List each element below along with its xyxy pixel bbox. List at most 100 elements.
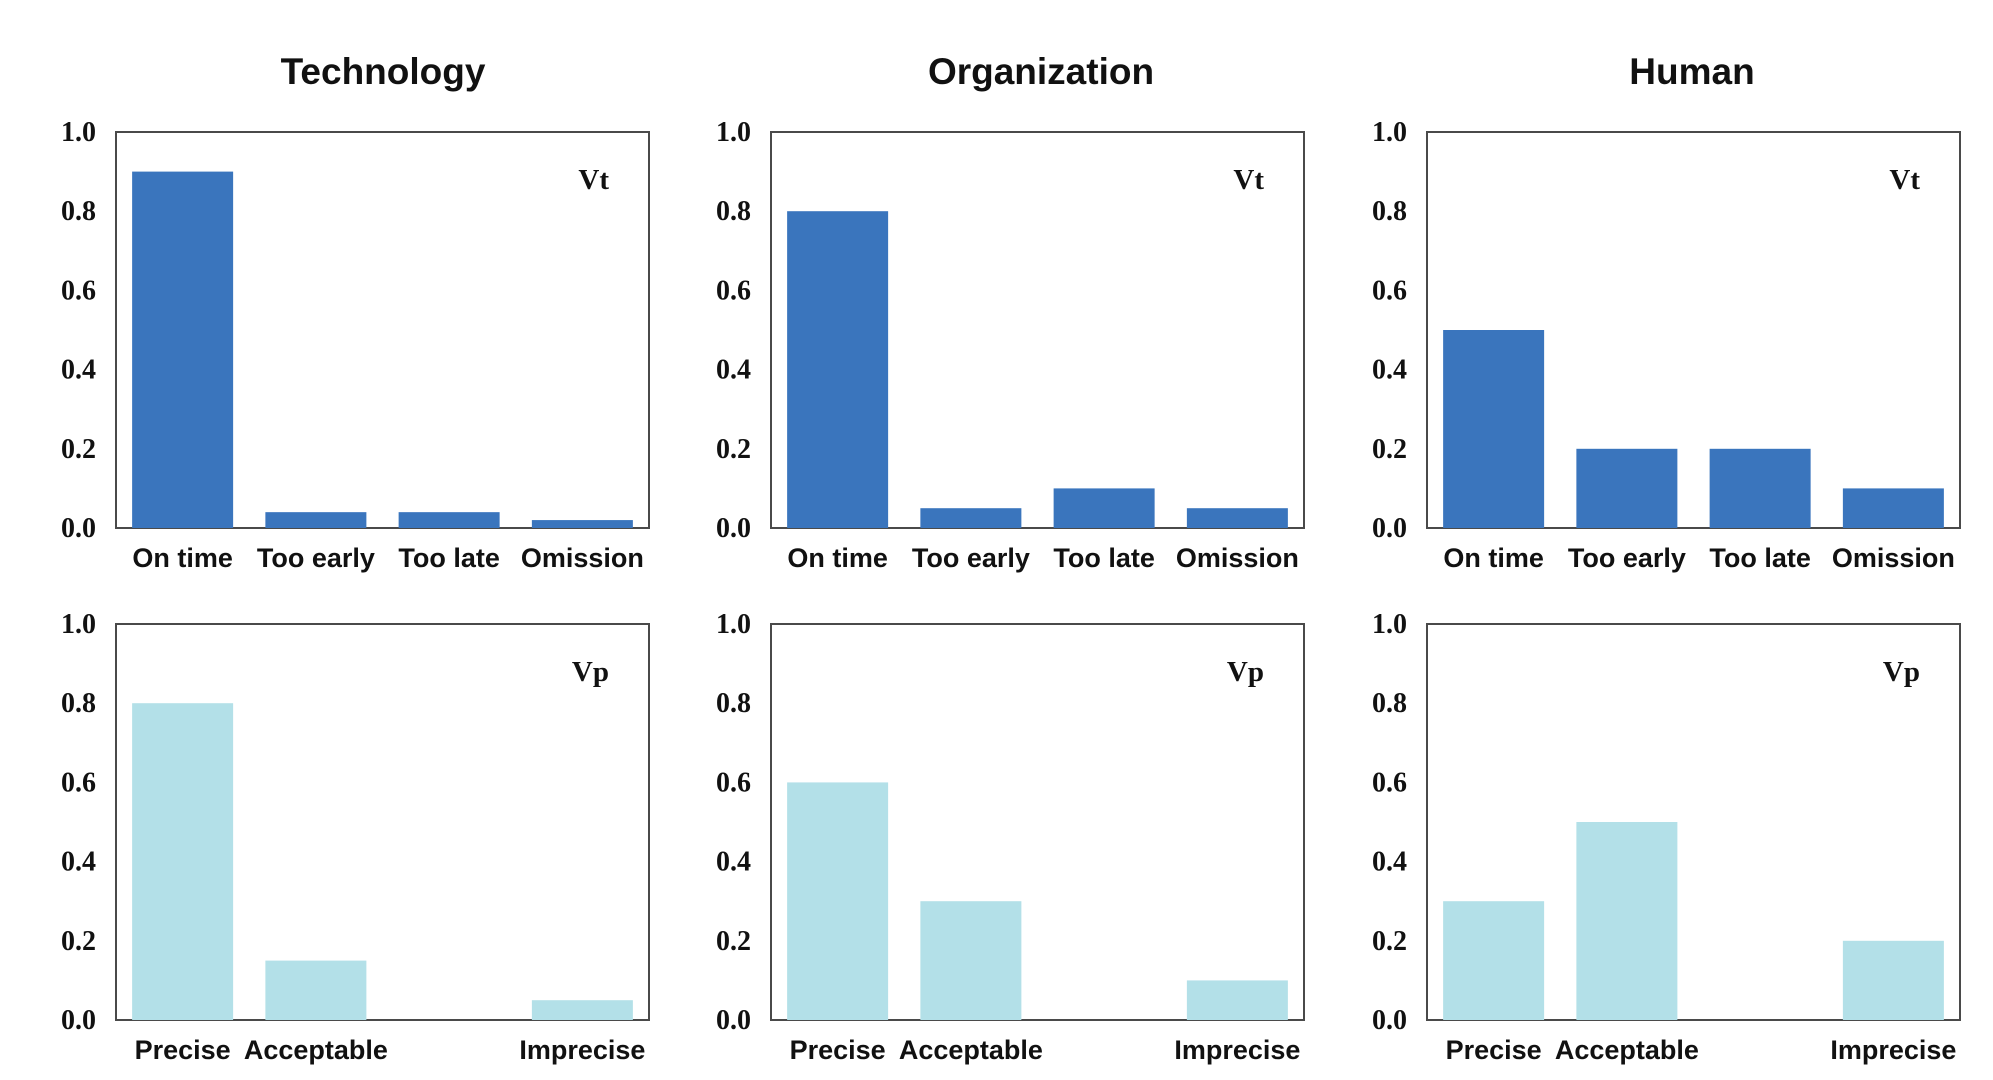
chart-organization-vt-y-tick-label: 0.6: [716, 275, 751, 306]
chart-human-vt-plot-frame: [1426, 131, 1961, 529]
panels: 0.0 0.2 0.4 0.6 0.8 1.0 On time Too early Too la…: [61, 117, 1961, 1065]
chart-technology-vt-panel-label: Vt: [578, 164, 609, 196]
chart-organization-vt-y-tick-label: 1.0: [716, 117, 751, 148]
chart-human-vp-bar-imprecise: [1842, 940, 1944, 1020]
chart-human-vt-bar-too-early: [1576, 448, 1678, 528]
chart-technology-vt-y-tick-label: 0.2: [61, 434, 96, 465]
chart-organization-vt-x-tick-label: Omission: [1176, 543, 1299, 573]
chart-organization-vt: 0.0 0.2 0.4 0.6 0.8 1.0 On time Too early Too la…: [716, 117, 1305, 573]
chart-organization-vp-y-tick-label: 0.6: [716, 767, 751, 798]
chart-human-vt-x-tick-label: Too early: [1568, 543, 1686, 573]
chart-organization-vp-panel-label: Vp: [1227, 656, 1264, 688]
chart-technology-vt-bar-too-late: [398, 512, 500, 528]
chart-organization-vt-plot-frame: [770, 131, 1305, 529]
chart-human-vt-y-tick-label: 0.0: [1372, 513, 1407, 544]
chart-organization-vp-x-tick-label: Imprecise: [1174, 1035, 1300, 1065]
chart-human-vt-y-tick-label: 0.4: [1372, 355, 1407, 386]
chart-human-vp-y-tick-label: 0.6: [1372, 767, 1407, 798]
chart-organization-vp-bar-precise: [787, 782, 889, 1020]
chart-technology-vt-x-tick-label: Too early: [257, 543, 375, 573]
chart-organization-vt-bar-on-time: [787, 211, 889, 528]
chart-organization-vp-y-tick-label: 0.4: [716, 847, 751, 878]
chart-technology-vp-bar-precise: [132, 703, 234, 1020]
chart-organization-vp: 0.0 0.2 0.4 0.6 0.8 1.0 Precise Acceptable Impre…: [716, 609, 1305, 1065]
chart-human-vp-y-tick-label: 0.0: [1372, 1005, 1407, 1036]
chart-technology-vp-y-tick-label: 0.8: [61, 688, 96, 719]
chart-technology-vt-y-tick-label: 0.0: [61, 513, 96, 544]
chart-technology-vt-y-tick-label: 0.4: [61, 355, 96, 386]
chart-technology-vt-y-tick-label: 1.0: [61, 117, 96, 148]
chart-human-vp-bar-precise: [1443, 901, 1545, 1020]
chart-organization-vp-plot-frame: [770, 623, 1305, 1021]
chart-organization-vp-x-tick-label: Acceptable: [899, 1035, 1043, 1065]
column-title-organization: Organization: [928, 51, 1154, 92]
chart-organization-vt-y-tick-label: 0.2: [716, 434, 751, 465]
chart-human-vt-bar-too-late: [1709, 448, 1811, 528]
chart-human-vp-y-tick-label: 1.0: [1372, 609, 1407, 640]
chart-human-vt-y-tick-label: 0.8: [1372, 196, 1407, 227]
chart-human-vp-x-tick-label: Imprecise: [1830, 1035, 1956, 1065]
chart-organization-vt-x-tick-label: Too early: [912, 543, 1030, 573]
chart-technology-vp-x-tick-label: Imprecise: [519, 1035, 645, 1065]
chart-human-vt-y-tick-label: 0.6: [1372, 275, 1407, 306]
chart-technology-vp-x-tick-label: Acceptable: [244, 1035, 388, 1065]
chart-human-vp-x-tick-label: Acceptable: [1555, 1035, 1699, 1065]
column-title-human: Human: [1629, 51, 1754, 92]
chart-technology-vt-bar-omission: [531, 520, 633, 528]
chart-human-vp-y-tick-label: 0.2: [1372, 926, 1407, 957]
chart-organization-vt-bar-too-early: [920, 508, 1022, 528]
chart-human-vp-x-tick-label: Precise: [1446, 1035, 1542, 1065]
chart-technology-vp-bar-acceptable: [265, 960, 367, 1020]
chart-human-vt-x-tick-label: Too late: [1709, 543, 1811, 573]
chart-human-vt-panel-label: Vt: [1889, 164, 1920, 196]
chart-organization-vp-y-tick-label: 0.0: [716, 1005, 751, 1036]
chart-organization-vp-x-tick-label: Precise: [790, 1035, 886, 1065]
chart-technology-vp-y-tick-label: 0.2: [61, 926, 96, 957]
chart-organization-vp-y-tick-label: 1.0: [716, 609, 751, 640]
chart-technology-vt-y-tick-label: 0.8: [61, 196, 96, 227]
chart-technology-vt-y-tick-label: 0.6: [61, 275, 96, 306]
chart-human-vp-y-tick-label: 0.8: [1372, 688, 1407, 719]
chart-technology-vt-plot-frame: [115, 131, 650, 529]
chart-human-vp-y-tick-label: 0.4: [1372, 847, 1407, 878]
chart-human-vt-y-tick-label: 1.0: [1372, 117, 1407, 148]
chart-human-vt-x-tick-label: Omission: [1832, 543, 1955, 573]
chart-human-vt-y-tick-label: 0.2: [1372, 434, 1407, 465]
chart-human-vt-bar-omission: [1842, 488, 1944, 528]
chart-technology-vt-x-tick-label: On time: [132, 543, 233, 573]
chart-technology-vp-y-tick-label: 0.6: [61, 767, 96, 798]
chart-technology-vt-x-tick-label: Too late: [398, 543, 500, 573]
chart-organization-vp-bar-imprecise: [1186, 980, 1288, 1020]
chart-human-vt: 0.0 0.2 0.4 0.6 0.8 1.0 On time Too early Too la…: [1372, 117, 1961, 573]
chart-human-vt-bar-on-time: [1443, 330, 1545, 528]
chart-technology-vp-y-tick-label: 0.0: [61, 1005, 96, 1036]
chart-organization-vp-bar-acceptable: [920, 901, 1022, 1020]
chart-organization-vt-bar-omission: [1186, 508, 1288, 528]
chart-technology-vp-y-tick-label: 0.4: [61, 847, 96, 878]
chart-human-vt-x-tick-label: On time: [1443, 543, 1544, 573]
chart-human-vp-panel-label: Vp: [1883, 656, 1920, 688]
column-title-technology: Technology: [281, 51, 486, 92]
chart-human-vp-bar-acceptable: [1576, 822, 1678, 1020]
chart-organization-vt-x-tick-label: Too late: [1053, 543, 1155, 573]
chart-technology-vp-bar-imprecise: [531, 1000, 633, 1020]
chart-organization-vt-y-tick-label: 0.0: [716, 513, 751, 544]
chart-organization-vp-y-tick-label: 0.8: [716, 688, 751, 719]
chart-technology-vp-plot-frame: [115, 623, 650, 1021]
chart-human-vp: 0.0 0.2 0.4 0.6 0.8 1.0 Precise Acceptable Impre…: [1372, 609, 1961, 1065]
chart-organization-vt-bar-too-late: [1053, 488, 1155, 528]
chart-technology-vt-x-tick-label: Omission: [521, 543, 644, 573]
chart-technology-vt-bar-too-early: [265, 512, 367, 528]
chart-organization-vt-y-tick-label: 0.4: [716, 355, 751, 386]
chart-technology-vt-bar-on-time: [132, 171, 234, 528]
chart-organization-vp-y-tick-label: 0.2: [716, 926, 751, 957]
chart-technology-vp-x-tick-label: Precise: [135, 1035, 231, 1065]
chart-organization-vt-x-tick-label: On time: [787, 543, 888, 573]
chart-organization-vt-y-tick-label: 0.8: [716, 196, 751, 227]
chart-technology-vt: 0.0 0.2 0.4 0.6 0.8 1.0 On time Too early Too la…: [61, 117, 650, 573]
chart-technology-vp: 0.0 0.2 0.4 0.6 0.8 1.0 Precise Acceptable Impre…: [61, 609, 650, 1065]
chart-technology-vp-panel-label: Vp: [572, 656, 609, 688]
chart-organization-vt-panel-label: Vt: [1233, 164, 1264, 196]
chart-technology-vp-y-tick-label: 1.0: [61, 609, 96, 640]
